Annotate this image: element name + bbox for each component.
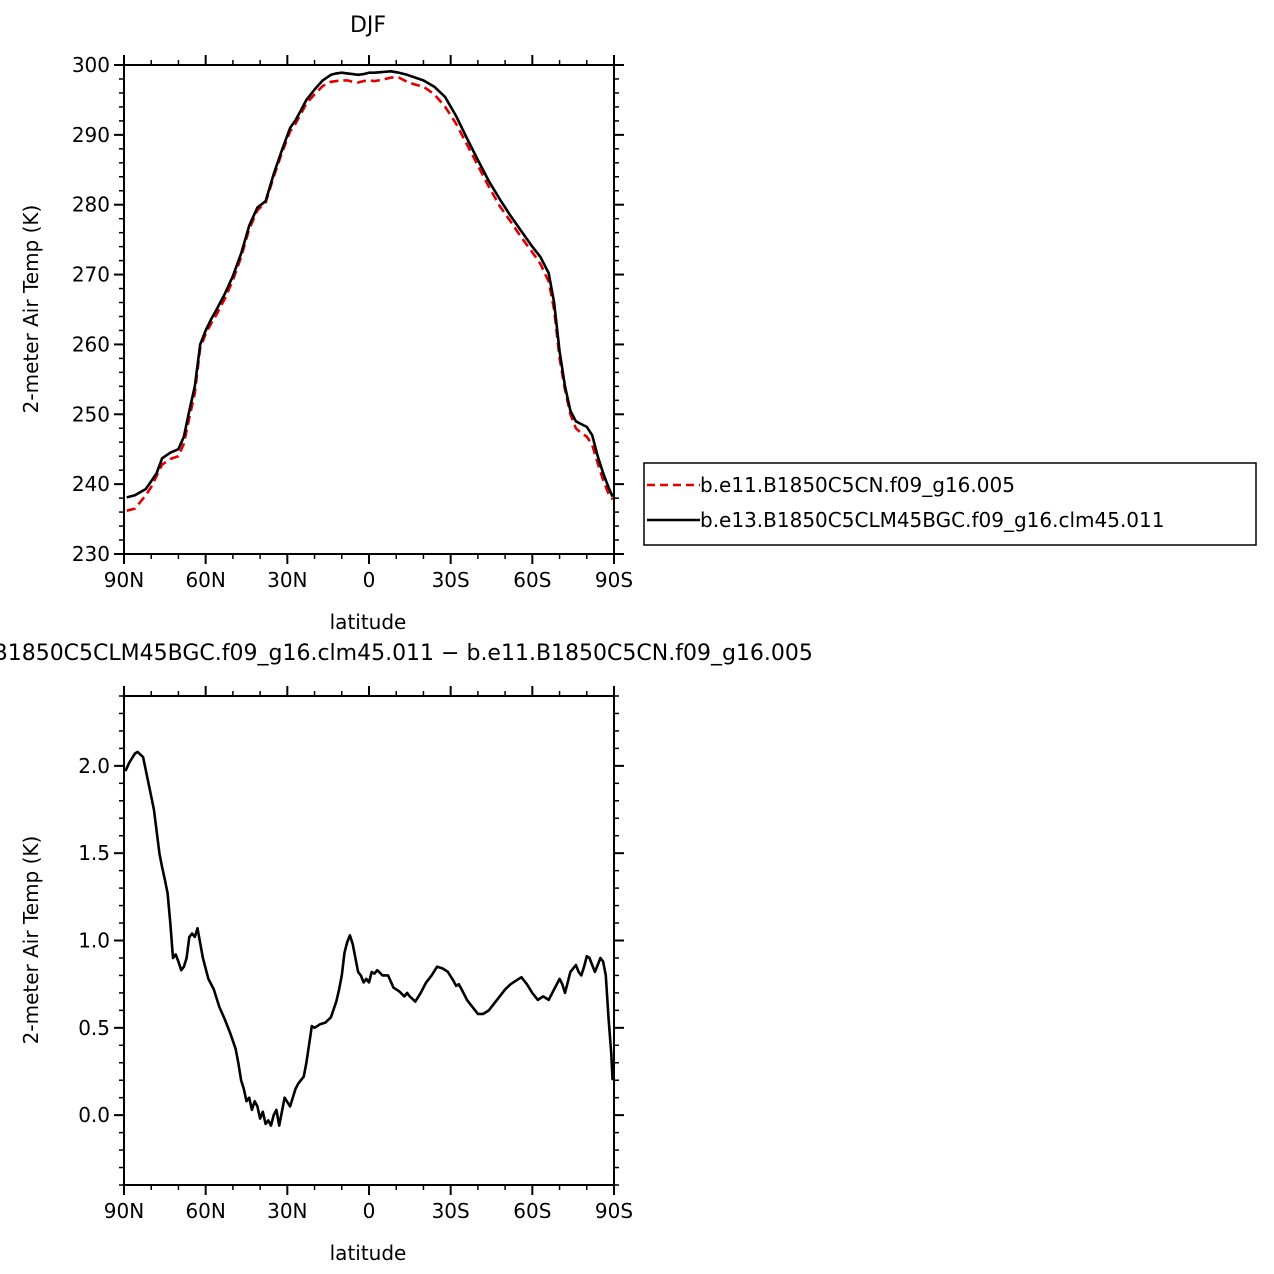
top-x-tick-label: 60N [185,568,225,592]
bottom-axes-group: 90N 60N 30N 0 30S 60S 90S 0.0 0.5 1.0 1.5 2.0 [78,686,633,1223]
top-plot-title: DJF [350,13,386,38]
top-series-group [126,70,614,512]
top-series-line-2 [126,70,614,499]
legend-label-b-e11: b.e11.B1850C5CN.f09_g16.005 [700,473,1015,497]
top-y-tick-label: 300 [72,53,110,77]
bottom-x-axis-title: latitude [330,1241,407,1265]
legend: b.e11.B1850C5CN.f09_g16.005 b.e13.B1850C… [643,462,1257,546]
bottom-y-axis-title: 2-meter Air Temp (K) [19,836,43,1045]
bottom-y-tick-label: 0.0 [78,1103,110,1127]
legend-box [643,462,1257,546]
bottom-x-tick-label: 30S [432,1199,470,1223]
top-panel: DJF 90N 60N 30N 0 30S 60S 90S 230 240 250 260 270 28… [19,13,633,634]
top-axes-group: 90N 60N 30N 0 30S 60S 90S 230 240 250 260 270 280 290… [72,53,633,592]
top-y-axis-title: 2-meter Air Temp (K) [19,205,43,414]
bottom-x-tick-label: 90S [595,1199,633,1223]
bottom-x-tick-label: 60N [185,1199,225,1223]
top-x-tick-label: 90S [595,568,633,592]
top-x-axis-title: latitude [330,610,407,634]
bottom-panel: b.e13.B1850C5CLM45BGC.f09_g16.clm45.011 … [0,641,813,1265]
bottom-series-group [124,750,614,1127]
top-x-tick-label: 90N [104,568,144,592]
top-y-tick-label: 260 [72,332,110,356]
bottom-x-tick-label: 90N [104,1199,144,1223]
bottom-x-tick-label: 60S [513,1199,551,1223]
bottom-y-tick-label: 0.5 [78,1016,110,1040]
bottom-y-tick-label: 2.0 [78,754,110,778]
top-x-tick-label: 30S [432,568,470,592]
top-x-tick-label: 0 [363,568,376,592]
top-y-tick-label: 230 [72,542,110,566]
top-plot-frame [123,64,615,555]
bottom-x-tick-label: 30N [267,1199,307,1223]
top-y-tick-label: 270 [72,263,110,287]
bottom-y-tick-label: 1.0 [78,929,110,953]
legend-label-b-e13: b.e13.B1850C5CLM45BGC.f09_g16.clm45.011 [700,508,1164,532]
bottom-series-line-1 [124,750,614,1127]
top-y-tick-label: 250 [72,402,110,426]
top-y-tick-label: 280 [72,193,110,217]
bottom-y-tick-label: 1.5 [78,841,110,865]
top-y-tick-label: 290 [72,123,110,147]
top-series-line-1 [126,76,614,512]
bottom-x-tick-label: 0 [363,1199,376,1223]
bottom-plot-frame [123,695,615,1186]
top-y-tick-label: 240 [72,472,110,496]
bottom-plot-title: b.e13.B1850C5CLM45BGC.f09_g16.clm45.011 … [0,641,813,666]
top-x-tick-label: 30N [267,568,307,592]
top-x-tick-label: 60S [513,568,551,592]
